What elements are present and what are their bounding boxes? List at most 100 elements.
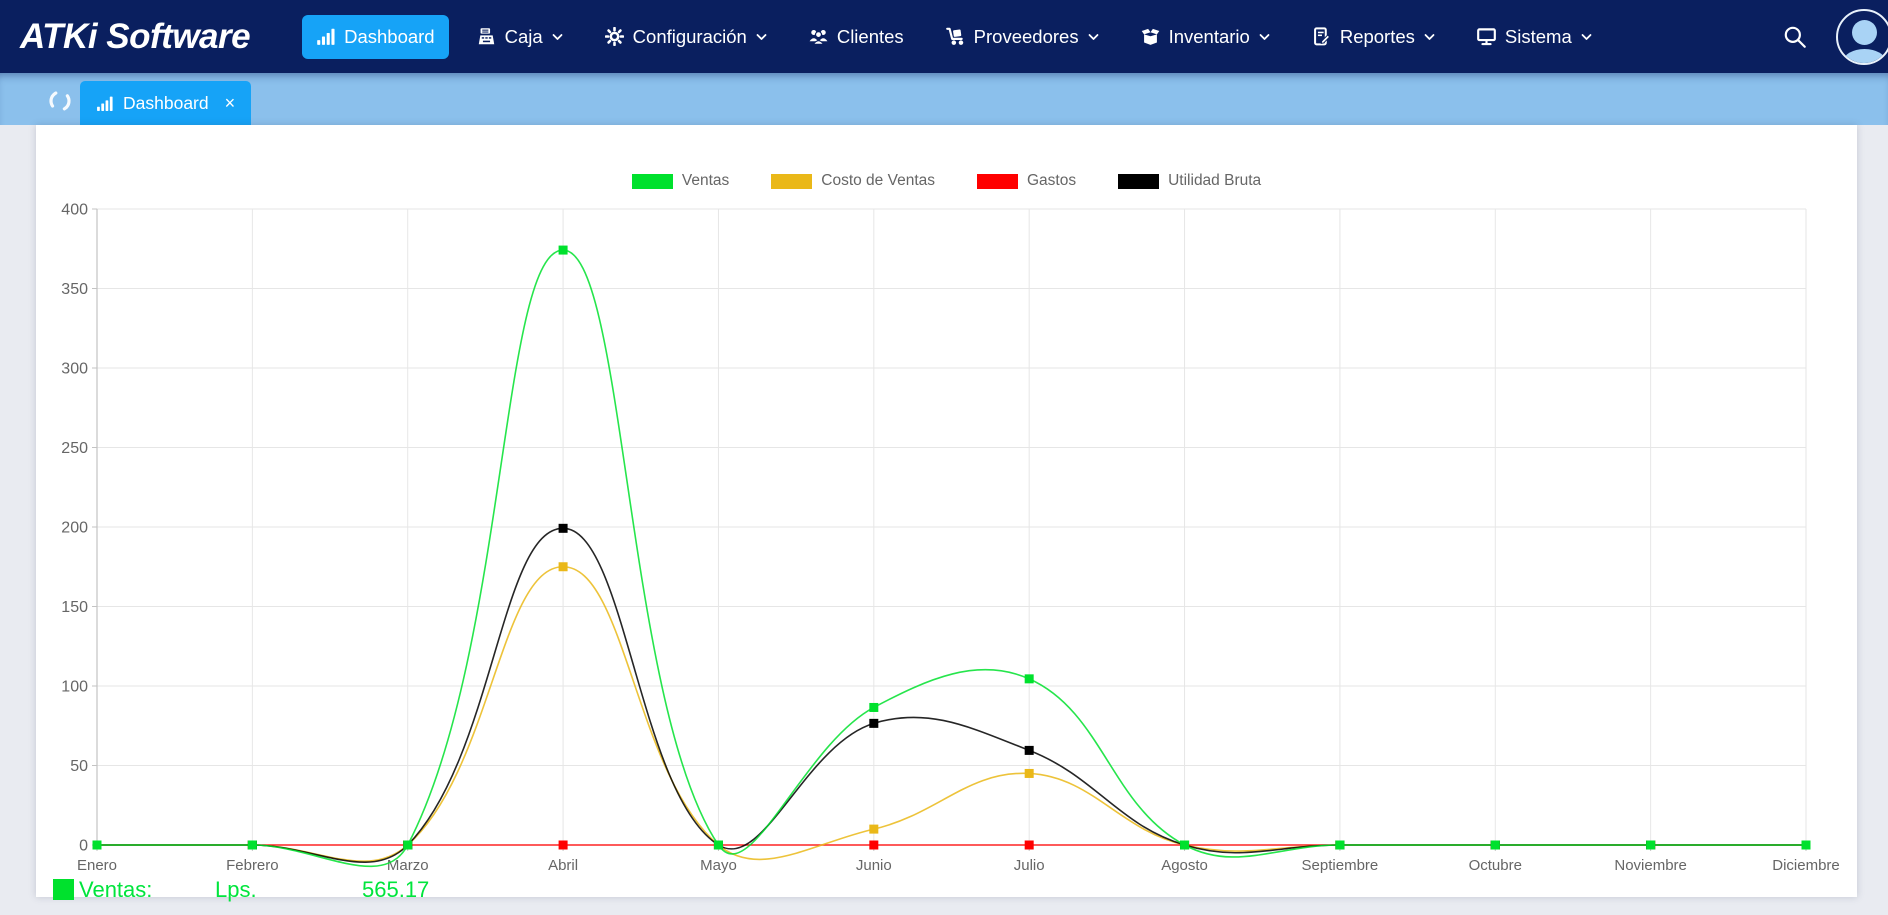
y-axis-label: 200 (61, 520, 88, 537)
legend-swatch (631, 173, 673, 189)
nav-item-label: Reportes (1339, 25, 1415, 47)
data-point-marker[interactable] (558, 523, 568, 533)
data-point-marker[interactable] (1335, 840, 1345, 850)
x-axis-label: Diciembre (1772, 857, 1840, 874)
legend-swatch (771, 173, 813, 189)
summary-label: Ventas: (79, 877, 153, 902)
y-axis-label: 350 (61, 281, 88, 298)
user-avatar-icon[interactable] (1836, 8, 1888, 65)
avatar-head (1852, 19, 1877, 45)
data-point-marker[interactable] (1180, 840, 1190, 850)
data-point-marker[interactable] (403, 840, 413, 850)
data-point-marker[interactable] (869, 718, 879, 728)
data-point-marker[interactable] (1801, 840, 1811, 850)
data-point-marker[interactable] (869, 840, 879, 850)
legend-item-utilidad-bruta[interactable]: Utilidad Bruta (1118, 172, 1261, 190)
nav-item-dashboard[interactable]: Dashboard (302, 14, 449, 59)
gear-icon (604, 27, 624, 46)
x-axis-label: Febrero (226, 857, 279, 874)
nav-item-label: Sistema (1504, 25, 1572, 47)
y-axis-label: 150 (61, 599, 88, 616)
series-line-ventas (96, 249, 1806, 868)
legend-item-ventas[interactable]: Ventas (631, 172, 730, 190)
legend-label: Gastos (1027, 172, 1077, 189)
data-point-marker[interactable] (1024, 840, 1034, 850)
series-line-costo-de-ventas (96, 565, 1806, 862)
x-axis-label: Abril (548, 857, 578, 874)
tab-strip (0, 73, 1888, 125)
legend-swatch (1118, 173, 1160, 189)
users-icon (809, 27, 828, 46)
avatar-shoulders (1843, 48, 1886, 63)
data-point-marker[interactable] (558, 840, 568, 850)
nav-item-label: Configuración (632, 25, 747, 47)
x-axis-label: Noviembre (1614, 857, 1687, 874)
nav-item-reportes[interactable]: Reportes (1298, 15, 1449, 59)
legend-label: Ventas (681, 172, 730, 189)
series-line-utilidad-bruta (96, 527, 1806, 863)
close-icon[interactable]: × (224, 93, 236, 113)
legend-item-gastos[interactable]: Gastos (977, 172, 1076, 190)
chart-legend: Ventas Costo de Ventas Gastos Utilidad Brut… (36, 172, 1857, 190)
legend-item-costo-de-ventas[interactable]: Costo de Ventas (771, 172, 935, 190)
data-point-marker[interactable] (869, 702, 879, 712)
chevron-down-icon (1424, 33, 1435, 41)
cash-register-icon (477, 27, 496, 46)
x-axis-label: Agosto (1161, 857, 1208, 874)
legend-label: Utilidad Bruta (1168, 172, 1262, 189)
box-open-icon (1141, 27, 1160, 46)
y-axis-label: 250 (61, 440, 88, 457)
search-icon[interactable] (1782, 24, 1808, 50)
chevron-down-icon (1581, 33, 1592, 41)
data-point-marker[interactable] (247, 840, 257, 850)
nav-item-label: Caja (504, 25, 543, 47)
tab-dashboard[interactable]: Dashboard × (80, 81, 252, 125)
nav-item-configuracion[interactable]: Configuración (591, 15, 781, 59)
chart-summary-row: Ventas: Lps. 565.17 (0, 875, 1888, 915)
y-axis-label: 100 (61, 679, 88, 696)
chevron-down-icon (1259, 33, 1270, 41)
navbar-right (1782, 8, 1888, 65)
top-navbar: ATKi Software Dashboard Caja Configuración… (0, 0, 1888, 73)
chevron-down-icon (756, 33, 767, 41)
bar-chart-icon (316, 27, 335, 46)
x-axis-label: Marzo (387, 857, 429, 874)
nav-item-inventario[interactable]: Inventario (1127, 15, 1284, 59)
data-point-marker[interactable] (1024, 674, 1034, 684)
chevron-down-icon (552, 33, 563, 41)
x-axis-label: Mayo (700, 857, 737, 874)
legend-label: Costo de Ventas (821, 172, 935, 189)
data-point-marker[interactable] (92, 840, 102, 850)
tab-label: Dashboard (123, 92, 209, 113)
sales-line-chart: 0 50 100 150 200 250 300 350 400 Enero Febrero Marz… (61, 202, 1840, 875)
data-point-marker[interactable] (558, 562, 568, 572)
nav-item-label: Proveedores (973, 25, 1079, 47)
nav-item-caja[interactable]: Caja (463, 15, 577, 59)
x-axis-label: Julio (1014, 857, 1045, 874)
x-axis-label: Junio (856, 857, 892, 874)
y-axis-label: 50 (70, 758, 88, 775)
legend-swatch (977, 173, 1018, 189)
ventas-swatch (53, 879, 74, 900)
y-axis-label: 0 (79, 838, 88, 855)
report-icon (1312, 27, 1331, 46)
data-point-marker[interactable] (1646, 840, 1656, 850)
nav-item-sistema[interactable]: Sistema (1463, 15, 1606, 59)
main-menu: Dashboard Caja Configuración Clientes Provee… (302, 14, 1606, 59)
data-point-marker[interactable] (558, 245, 568, 255)
data-point-marker[interactable] (1024, 768, 1034, 778)
bar-chart-icon (96, 95, 113, 112)
nav-item-proveedores[interactable]: Proveedores (932, 15, 1113, 59)
data-point-marker[interactable] (1490, 840, 1500, 850)
dolly-icon (945, 27, 965, 46)
data-point-marker[interactable] (1024, 745, 1034, 755)
summary-currency: Lps. (215, 877, 257, 902)
loading-spinner-icon (48, 89, 71, 112)
app-logo: ATKi Software (20, 16, 251, 56)
desktop-icon (1477, 27, 1496, 46)
nav-item-clientes[interactable]: Clientes (795, 15, 918, 59)
x-axis-label: Septiembre (1302, 857, 1379, 874)
data-point-marker[interactable] (869, 824, 879, 834)
data-point-marker[interactable] (713, 840, 723, 850)
summary-value: 565.17 (362, 877, 430, 902)
